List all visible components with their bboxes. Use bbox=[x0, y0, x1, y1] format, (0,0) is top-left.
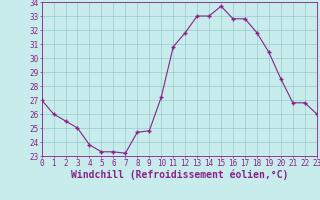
X-axis label: Windchill (Refroidissement éolien,°C): Windchill (Refroidissement éolien,°C) bbox=[70, 169, 288, 180]
